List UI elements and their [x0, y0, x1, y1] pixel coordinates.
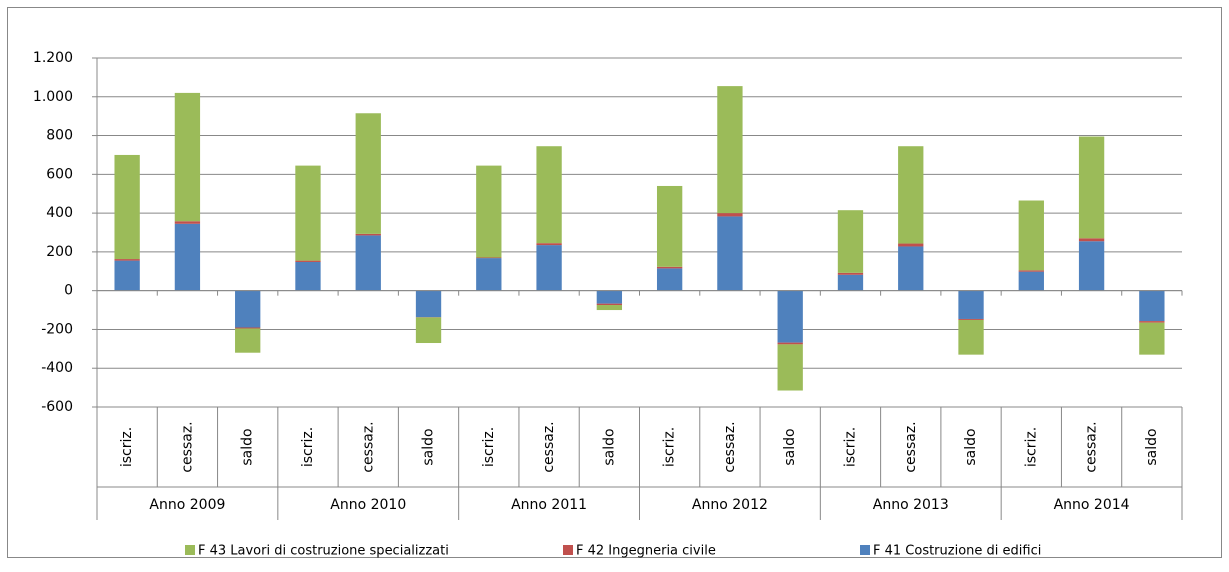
bar	[657, 267, 682, 269]
bar	[657, 186, 682, 267]
bar	[898, 246, 923, 290]
bar	[356, 235, 381, 290]
legend-label: F 41 Costruzione di edifici	[873, 544, 1041, 559]
group-label: Anno 2010	[330, 497, 406, 513]
x-tick-label: saldo	[421, 428, 437, 465]
y-tick-label: -200	[41, 321, 73, 337]
bar	[717, 216, 742, 290]
x-tick-label: saldo	[782, 428, 798, 465]
y-tick-label: 800	[46, 128, 73, 144]
bar	[717, 213, 742, 216]
x-tick-label: saldo	[240, 428, 256, 465]
bar	[1079, 238, 1104, 241]
bar	[898, 244, 923, 247]
x-tick-label: iscriz.	[119, 427, 135, 467]
bar	[416, 317, 441, 343]
bar	[114, 259, 139, 261]
bar	[1139, 321, 1164, 323]
bar	[114, 261, 139, 291]
bar	[778, 344, 803, 390]
bar	[778, 343, 803, 345]
bar	[597, 305, 622, 310]
x-tick-label: saldo	[601, 428, 617, 465]
x-tick-label: saldo	[1144, 428, 1160, 465]
y-tick-label: 0	[64, 283, 73, 299]
bar	[536, 146, 561, 243]
bar	[717, 86, 742, 213]
bar	[476, 166, 501, 258]
bar	[295, 262, 320, 291]
bar	[1079, 137, 1104, 239]
x-tick-label: cessaz.	[179, 421, 195, 472]
bar	[114, 155, 139, 259]
bar	[958, 320, 983, 355]
bar	[1019, 201, 1044, 271]
legend-swatch	[185, 545, 195, 555]
x-tick-label: iscriz.	[300, 427, 316, 467]
y-tick-label: 1.000	[33, 89, 73, 105]
bar	[295, 261, 320, 262]
group-label: Anno 2012	[692, 497, 768, 513]
bar	[235, 328, 260, 329]
group-label: Anno 2014	[1054, 497, 1130, 513]
x-tick-label: saldo	[963, 428, 979, 465]
bar	[1139, 323, 1164, 355]
bar	[536, 245, 561, 291]
x-tick-label: iscriz.	[1023, 427, 1039, 467]
bar	[838, 273, 863, 275]
y-tick-label: -600	[41, 399, 73, 415]
y-tick-label: -400	[41, 360, 73, 376]
x-tick-label: cessaz.	[1084, 421, 1100, 472]
bar	[1019, 272, 1044, 291]
legend-label: F 43 Lavori di costruzione specializzati	[198, 544, 449, 559]
group-label: Anno 2011	[511, 497, 587, 513]
bar	[175, 93, 200, 221]
bar	[597, 304, 622, 305]
legend-swatch	[563, 545, 573, 555]
bar	[657, 268, 682, 290]
y-tick-label: 600	[46, 166, 73, 182]
x-tick-label: cessaz.	[722, 421, 738, 472]
bar	[416, 291, 441, 318]
bar	[838, 275, 863, 291]
group-label: Anno 2009	[149, 497, 225, 513]
bar	[476, 258, 501, 259]
bar	[295, 166, 320, 261]
x-tick-label: iscriz.	[842, 427, 858, 467]
y-tick-label: 400	[46, 205, 73, 221]
bar	[356, 234, 381, 236]
bar	[958, 319, 983, 320]
bar	[898, 146, 923, 243]
bar	[1139, 291, 1164, 321]
x-tick-label: cessaz.	[903, 421, 919, 472]
bar	[778, 291, 803, 343]
y-tick-label: 1.200	[33, 50, 73, 66]
bar	[175, 221, 200, 224]
bar	[476, 258, 501, 291]
bar	[235, 328, 260, 352]
group-label: Anno 2013	[873, 497, 949, 513]
x-tick-label: iscriz.	[662, 427, 678, 467]
x-tick-label: cessaz.	[541, 421, 557, 472]
x-tick-label: iscriz.	[481, 427, 497, 467]
bar	[1079, 241, 1104, 290]
y-tick-label: 200	[46, 244, 73, 260]
bar	[597, 291, 622, 304]
bar	[958, 291, 983, 319]
bar	[536, 243, 561, 245]
bar	[175, 224, 200, 291]
legend-swatch	[860, 545, 870, 555]
legend-label: F 42 Ingegneria civile	[576, 544, 716, 559]
bar	[838, 210, 863, 273]
bar	[1019, 270, 1044, 271]
x-tick-label: cessaz.	[360, 421, 376, 472]
bar	[235, 291, 260, 328]
bar	[356, 113, 381, 234]
